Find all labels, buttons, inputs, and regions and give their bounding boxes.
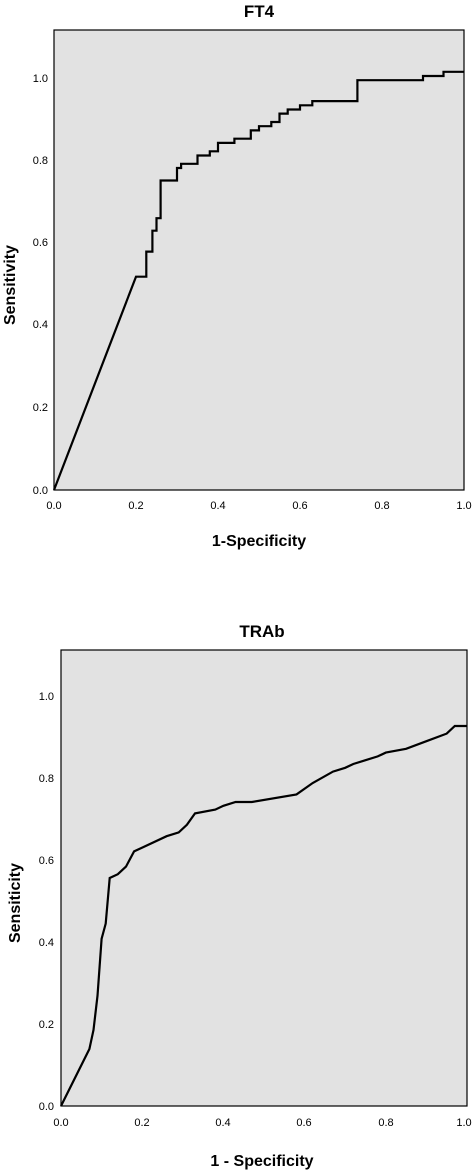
y-tick-label: 1.0 (39, 691, 54, 703)
trab-roc-panel: TRAb 0.0 0.2 0.4 0.6 0.8 1.0 0.0 0.2 0.4… (7, 622, 472, 1170)
plot-area (53, 29, 465, 491)
y-tick-label: 0.2 (39, 1019, 54, 1031)
x-tick-label: 0.8 (374, 500, 389, 512)
x-tick-label: 0.4 (210, 500, 225, 512)
x-tick-label: 0.6 (292, 500, 307, 512)
y-axis-label: Sensiticity (7, 863, 24, 943)
x-tick-label: 0.4 (215, 1117, 230, 1129)
y-tick-label: 0.4 (39, 937, 54, 949)
x-tick-label: 1.0 (456, 1117, 471, 1129)
y-axis: 0.0 0.2 0.4 0.6 0.8 1.0 (33, 73, 48, 497)
x-tick-label: 0.6 (296, 1117, 311, 1129)
y-tick-label: 0.0 (39, 1101, 54, 1113)
y-tick-label: 1.0 (33, 73, 48, 85)
y-tick-label: 0.2 (33, 402, 48, 414)
x-tick-label: 0.0 (53, 1117, 68, 1129)
x-tick-label: 0.8 (378, 1117, 393, 1129)
ft4-roc-panel: FT4 0.0 0.2 0.4 0.6 0.8 1.0 0.0 0.2 0.4 … (2, 2, 472, 550)
y-tick-label: 0.4 (33, 319, 48, 331)
x-axis: 0.0 0.2 0.4 0.6 0.8 1.0 (46, 500, 471, 512)
y-tick-label: 0.8 (33, 155, 48, 167)
x-tick-label: 0.2 (128, 500, 143, 512)
x-tick-label: 0.2 (134, 1117, 149, 1129)
x-axis: 0.0 0.2 0.4 0.6 0.8 1.0 (53, 1117, 471, 1129)
x-tick-label: 1.0 (456, 500, 471, 512)
y-tick-label: 0.6 (33, 237, 48, 249)
y-tick-label: 0.0 (33, 485, 48, 497)
y-tick-label: 0.8 (39, 773, 54, 785)
y-axis-label: Sensitivity (2, 245, 19, 325)
y-axis: 0.0 0.2 0.4 0.6 0.8 1.0 (39, 691, 54, 1113)
x-tick-label: 0.0 (46, 500, 61, 512)
roc-curve-line (60, 724, 467, 1107)
x-axis-label: 1-Specificity (212, 533, 306, 550)
y-tick-label: 0.6 (39, 855, 54, 867)
x-axis-label: 1 - Specificity (210, 1153, 313, 1170)
roc-curve-line (52, 70, 464, 491)
chart-title: TRAb (239, 622, 284, 641)
plot-area (60, 649, 468, 1107)
chart-title: FT4 (244, 2, 275, 21)
